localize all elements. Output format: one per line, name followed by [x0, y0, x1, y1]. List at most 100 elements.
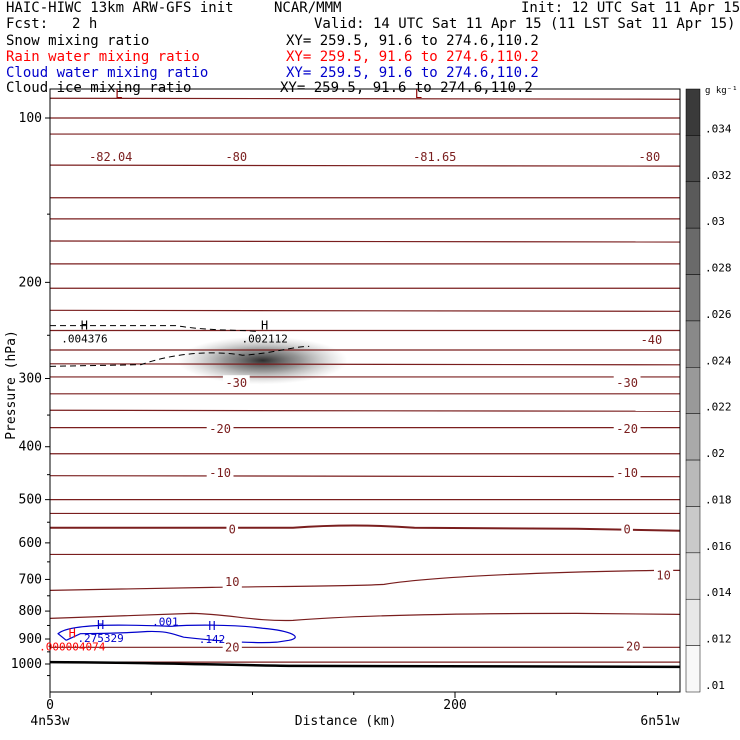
isotherm-line: [49, 569, 680, 591]
colorbar-tick-label: .016: [705, 540, 732, 553]
x-axis-title: Distance (km): [295, 714, 397, 729]
colorbar-segment: [685, 274, 701, 322]
colorbar-tick-label: .018: [705, 493, 732, 506]
colorbar-segment: [685, 135, 701, 183]
isotherm-label-bg: [222, 375, 250, 390]
forecast-label: Fcst:: [6, 16, 49, 32]
colorbar-tick-label: .034: [705, 122, 732, 135]
colorbar-tick-label: .03: [705, 215, 725, 228]
x-tick-label: 0: [46, 698, 54, 713]
y-tick-label: 500: [19, 493, 42, 508]
isotherm-line: [49, 409, 681, 412]
isotherm-label: -20: [616, 422, 638, 436]
isotherm-line: [50, 524, 681, 532]
isotherm-line: [49, 309, 681, 312]
extremum-value: .142: [199, 633, 226, 646]
isotherm-label-bg: [206, 420, 234, 435]
isotherm-label: -30: [616, 376, 638, 390]
isotherm-line: [49, 475, 681, 478]
colorbar-tick-label: .024: [705, 354, 732, 367]
isotherm-label: -80: [225, 150, 247, 164]
isotherm-label-bg: [613, 465, 641, 480]
valid-time: Valid: 14 UTC Sat 11 Apr 15 (11 LST Sat …: [314, 16, 736, 32]
isotherm-label: 20: [225, 640, 239, 654]
high-marker: H: [69, 627, 76, 641]
isotherm-label-bg: [85, 149, 136, 164]
field-snow-label: Snow mixing ratio: [6, 33, 150, 49]
colorbar-segment: [685, 598, 701, 646]
isotherm-label: 0: [229, 522, 236, 536]
isotherm-label-bg: [409, 149, 460, 164]
field-cloudice-xy: XY= 259.5, 91.6 to 274.6,110.2: [280, 80, 533, 96]
isotherm-label-bg: [613, 375, 641, 390]
y-tick-label: 100: [19, 111, 42, 126]
y-tick-label: 1000: [11, 657, 42, 672]
colorbar-segment: [685, 367, 701, 414]
colorbar-segment: [685, 320, 701, 368]
colorbar-segment: [685, 227, 701, 275]
colorbar-segment: [685, 181, 701, 229]
y-tick-label: 600: [19, 536, 42, 551]
colorbar-segment: [685, 413, 701, 461]
low-marker: L: [115, 87, 122, 101]
model-title: HAIC-HIWC 13km ARW-GFS init: [6, 0, 234, 16]
snow-contour: [49, 345, 310, 367]
colorbar-segment: [685, 88, 701, 136]
isotherm-label: -81.65: [413, 150, 456, 164]
colorbar-segment: [685, 459, 701, 507]
isotherm-label-bg: [636, 149, 663, 164]
colorbar-tick-label: .026: [705, 308, 732, 321]
y-axis-title: Pressure (hPa): [4, 330, 19, 440]
colorbar-tick-label: .014: [705, 586, 732, 599]
surface-line: [49, 660, 681, 669]
colorbar-segment: [685, 552, 701, 600]
colorbar-segment: [685, 645, 701, 693]
y-tick-label: 800: [19, 604, 42, 619]
cloud-water-contour: [57, 624, 296, 644]
right-endpoint-label: 6n51w: [640, 714, 679, 729]
isotherm-label: -10: [209, 466, 231, 480]
isotherm-label: -80: [639, 150, 661, 164]
field-rain-xy: XY= 259.5, 91.6 to 274.6,110.2: [286, 49, 539, 65]
field-cloudice-label: Cloud ice mixing ratio: [6, 80, 192, 96]
x-tick-label: 200: [443, 698, 466, 713]
field-rain-label: Rain water mixing ratio: [6, 49, 200, 65]
isotherm-line: [49, 240, 681, 243]
isotherm-line: [49, 363, 681, 366]
high-marker: H: [261, 319, 268, 333]
low-marker: L: [415, 87, 422, 101]
colorbar-tick-label: .02: [705, 447, 725, 460]
isotherm-line: [49, 164, 681, 167]
field-cloudwater-xy: XY= 259.5, 91.6 to 274.6,110.2: [286, 65, 539, 81]
extremum-value: .002112: [241, 333, 287, 346]
colorbar: .034 .032 .03 .028 .026 .024 .022 .02 .018 .016 .0…: [685, 86, 738, 693]
extremum-value: .000004074: [39, 641, 106, 654]
isotherm-line: [49, 97, 681, 100]
extremum-value: .004376: [61, 333, 107, 346]
y-tick-label: 900: [19, 632, 42, 647]
high-marker: H: [208, 619, 215, 633]
cloud-ice-shading: [177, 336, 348, 385]
y-tick-label: 400: [19, 440, 42, 455]
isotherm-label: -40: [641, 333, 663, 347]
left-endpoint-label: 4n53w: [30, 714, 69, 729]
isotherm-label-bg: [638, 331, 665, 346]
y-tick-label: 200: [19, 275, 42, 290]
isotherm-line: [49, 612, 681, 622]
isotherm-label: 0: [624, 522, 631, 536]
high-marker: H: [97, 618, 104, 632]
isotherm-label: 10: [225, 575, 239, 589]
y-tick-label: 700: [19, 572, 42, 587]
isotherm-label: -30: [225, 376, 247, 390]
isotherm-label-bg: [206, 465, 234, 480]
y-tick-label: 300: [19, 372, 42, 387]
colorbar-tick-label: .022: [705, 401, 732, 414]
isotherm-label-bg: [623, 638, 643, 653]
isotherm-label-bg: [222, 639, 242, 654]
isotherm-label-bg: [613, 420, 641, 435]
isotherm-label-bg: [222, 574, 242, 589]
colorbar-unit: g kg⁻¹: [705, 86, 738, 96]
plot-frame: [49, 88, 681, 693]
